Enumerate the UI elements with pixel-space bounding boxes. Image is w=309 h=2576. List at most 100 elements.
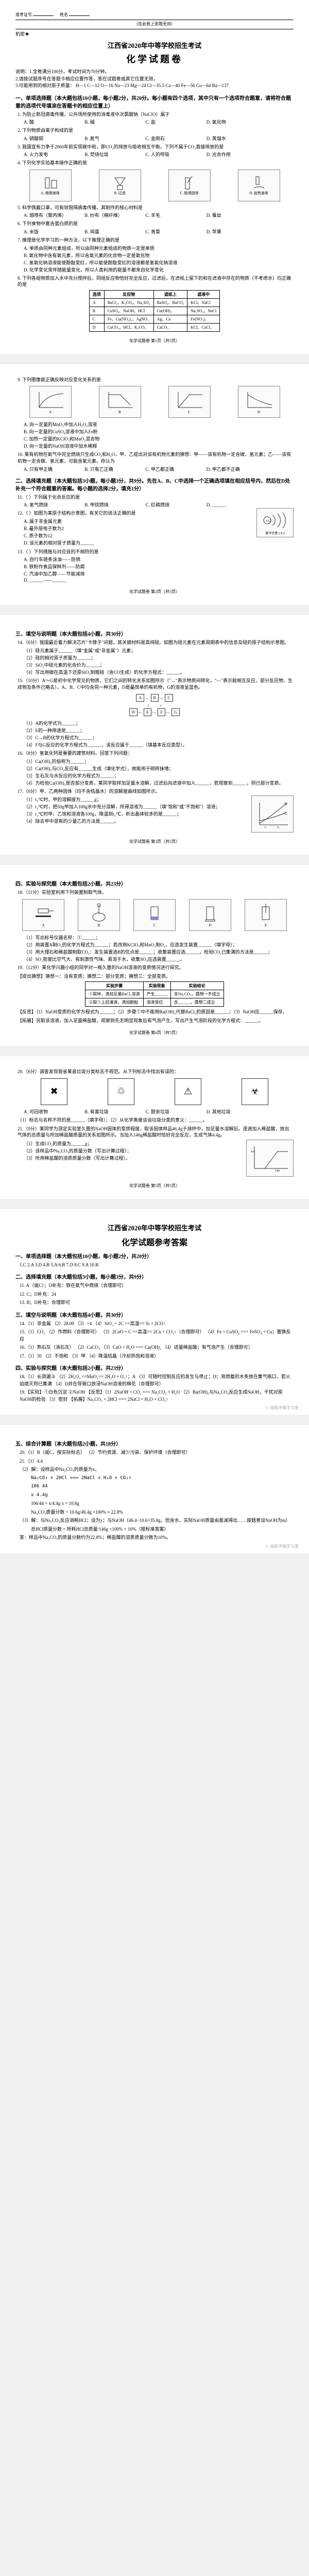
- q6-d: D. 苹果: [207, 228, 263, 235]
- page-2: 9. 下列图像能正确反映对应变化关系的是 A B C D A. 向一定量的MnO…: [0, 364, 309, 605]
- page-4: 四、实验与探究题（本大题包括2小题，共23分） 18.（11分）实验室利用下列装…: [0, 865, 309, 1046]
- q17-3: （3）t₂℃时甲、乙饱和溶液各100g，降温到t₁℃，析出晶体较多的是_____…: [24, 810, 251, 817]
- q9-graphs: A B C D: [15, 386, 294, 418]
- biohazard-icon: ☣: [242, 1078, 268, 1105]
- q12-fig: +12 原子示意 2 8 2: [256, 508, 294, 537]
- ans-21-eq5: Na₂CO₃质量分数 = 10.6g/46.4g ×100% ≈ 22.8%: [31, 1509, 294, 1516]
- q14-3: （3）SiO₂中硅元素的化合价为______；: [24, 662, 294, 668]
- q2-c: C. 金刚石: [146, 135, 202, 142]
- q3-c: C. 人的呼吸: [146, 151, 202, 158]
- q15-3: （3）C→B的化学方程式为______；: [24, 734, 294, 741]
- q9-stem: 9. 下列图像能正确反映对应变化关系的是: [18, 377, 294, 383]
- ans-21-eq4: 106/44 = x/4.4g x = 10.6g: [31, 1500, 294, 1507]
- q7-c: C. 氢氧化钠溶液能使酚酞变红，所以能使酚酞变红的溶液都是氢氧化钠溶液: [24, 259, 294, 266]
- section-2-head: 二、选择填充题（本大题包括3小题，每小题3分，共9分。先在A、B、C中选择一个正…: [15, 477, 294, 492]
- no-answer-note: （在此卷上答题无效）: [15, 21, 294, 27]
- q6-c: C. 青菜: [146, 228, 202, 235]
- q3-a: A. 火力发电: [24, 151, 80, 158]
- ans-21-eq3: x 4.4g: [31, 1492, 294, 1499]
- q17-2: （2）t₂℃时，把50g甲加入100g水中充分溶解，所得溶液为______（填"…: [24, 803, 251, 810]
- q21-3: （3）所用稀盐酸的溶质质量分数（写出计算过程）。: [24, 1155, 246, 1161]
- ans-14: 14.（1）非金属 （2）28.09 （3）+4 （4）SiO₂ + 2C ==…: [20, 1320, 294, 1328]
- app-b: B: [78, 899, 120, 931]
- q14-2: （2）硅的相对原子质量为______；: [24, 654, 294, 661]
- q5-b: B. 纱布（棉纤维）: [84, 212, 141, 218]
- q2-stem: 2. 下列物质由离子构成的是: [18, 127, 294, 134]
- svg-text:+12: +12: [266, 519, 271, 523]
- q9-c: C. 加热一定量的KClO₃和MnO₂混合物: [24, 435, 294, 442]
- q14-1: （1）硅元素属于______（填"金属"或"非金属"）元素；: [24, 647, 294, 654]
- ans-s5: 五、综合计算题（本大题包括2小题，共18分）: [15, 1439, 294, 1447]
- q16-2: （2）Ca(OH)₂与CO₂反应有______生成（填化学式），故能用于砌砖抹墙…: [24, 765, 294, 772]
- q20-a: A. 可回收物: [24, 1108, 80, 1115]
- ans-13: 13. B；D补充：合理即可: [20, 1299, 294, 1307]
- page-1: 准考证号 姓名 （在此卷上答题无效） 机密★ 江西省2020年中等学校招生考试 …: [0, 0, 309, 354]
- q16-3: （3）生石灰与水反应的化学方程式为______；: [24, 772, 294, 779]
- q13-a: A. 自行车链条涂油——防锈: [24, 556, 294, 563]
- q9-a: A. 向一定量的MnO₂中加入H₂O₂溶液: [24, 421, 294, 428]
- ans-21-eq1: Na₂CO₃ + 2HCl === 2NaCl + H₂O + CO₂↑: [31, 1475, 294, 1482]
- q10-b: B. 只有乙正确: [84, 466, 141, 472]
- ans-21-1: 21.（1）4.4: [20, 1458, 294, 1465]
- atomic-values: H—1 C—12 O—16 Na—23 Mg—24 Cl—35.5 Ca—40 …: [76, 83, 229, 88]
- q4-fig-c: C. 取用固体: [168, 170, 211, 201]
- page-5: 20.（6分）调查发现我省某县垃圾分类标志不规范。从下列标志中找出有误的： ✖ …: [0, 1056, 309, 1198]
- watermark: © 海韵冲锋学习室: [266, 1405, 299, 1411]
- q1-b: B. 碱: [84, 118, 141, 125]
- app-c: C: [133, 899, 176, 931]
- q19-ext: 【拓展】另取该溶液，加入足量稀盐酸，观察到先无明显现象后有气泡产生，写出产生气泡…: [18, 1018, 294, 1024]
- section-4-head: 四、实验与探究题（本大题包括2小题，共23分）: [15, 879, 294, 887]
- q4-fig-d: D. 加热液体: [238, 170, 280, 201]
- q15-flow: A→ B→ C ↓ ↓ D— E— F— G: [15, 693, 294, 717]
- q21-2: （2）该样品中Na₂CO₃的质量分数（写出计算过程）；: [24, 1147, 246, 1154]
- q3-b: B. 焚烧垃圾: [84, 151, 141, 158]
- q18-stem: 18.（11分）实验室利用下列装置制取气体。: [18, 889, 294, 896]
- q16-1: （1）Ca(OH)₂的俗称为______；: [24, 758, 294, 765]
- q18-1: （1）写出标号仪器名称：①______；: [24, 934, 294, 941]
- q5-a: A. 熔喷布（聚丙烯）: [24, 212, 80, 218]
- ans-11: 11. A（或C）；D补充：铁在氧气中燃烧（合理即可）: [20, 1282, 294, 1290]
- q12-d: D. 该元素的相对原子质量为______: [24, 539, 256, 546]
- ans-20: 20.（1）B（或C，按实际标志） （2）节约资源、减少污染、保护环境（合理即可…: [20, 1449, 294, 1456]
- ans-s1: 一、单项选择题（本大题包括10小题，每小题2分，共20分）: [15, 1252, 294, 1260]
- table-row: ②取①上层清液，滴加酚酞溶液变红含______，猜想二成立: [85, 998, 224, 1007]
- answer-page-2: 五、综合计算题（本大题包括2小题，共18分） 20.（1）B（或C，按实际标志）…: [0, 1425, 309, 1553]
- q14-4: （4）写出用碳在高温下还原SiO₂制粗硅（含CO生成）的化学方程式：______…: [24, 669, 294, 675]
- field-name: 姓名: [60, 12, 68, 17]
- q10-stem: 10. 某有机物在氧气中完全燃烧只生成CO₂和H₂O，甲、乙提出对该有机物元素的…: [18, 451, 294, 464]
- q2-b: B. 氮气: [84, 135, 141, 142]
- q11-b: B. 甲烷燃烧: [84, 501, 141, 508]
- ans-18: 18.（1）长颈漏斗 （2）2H₂O₂ ==MnO₂== 2H₂O + O₂↑；…: [20, 1374, 294, 1387]
- q6-a: A. 米饭: [24, 228, 80, 235]
- q20-icons: ✖ ♲ ⚠ ☣: [21, 1078, 288, 1105]
- q4-figures: A. 倾倒液体 B. 过滤 C. 取用固体 D. 加热液体: [15, 170, 294, 201]
- ans-17: 17.（1）30 （2）不饱和 （3）甲 （4）降温结晶（冷却热饱和溶液）: [20, 1353, 294, 1360]
- q9-graph-c: C: [168, 386, 211, 418]
- warning-icon: ⚠: [175, 1078, 201, 1105]
- page-footer-5: 化学试题卷 第5页（共5页）: [15, 1183, 294, 1189]
- q12-c: C. 质子数为12: [24, 532, 256, 539]
- table-row: CFe、Cu(NO₃)₂、AgNO₃Ag、CuFe(NO₃)₂: [89, 315, 220, 323]
- q18-2: （2）用装置A制O₂的化学方程式为______；若改用KClO₃和MnO₂制O₂…: [24, 941, 294, 948]
- q17-4: （4）除去甲中混有的少量乙的方法是______。: [24, 818, 251, 824]
- svg-text:t₂: t₂: [278, 826, 280, 828]
- ans-16: 16.（1）熟石灰（消石灰） （2）CaCO₃ （3）CaO + H₂O ===…: [20, 1344, 294, 1351]
- recycle-icon: ✖: [41, 1078, 67, 1105]
- ans-title-line: 江西省2020年中等学校招生考试: [15, 1223, 294, 1232]
- q10-a: A. 只有甲正确: [24, 466, 80, 472]
- q11-a: A. 氢气燃烧: [24, 501, 80, 508]
- q21-1: （1）生成CO₂的质量为______g；: [24, 1140, 246, 1147]
- app-d: D: [189, 899, 231, 931]
- section-1-head: 一、单项选择题（本大题包括10小题，每小题2分，共20分。每小题有四个选项，其中…: [15, 94, 294, 109]
- q20-b: B. 有害垃圾: [84, 1108, 141, 1115]
- answer-page-1: 江西省2020年中等学校招生考试 化学试题参考答案 一、单项选择题（本大题包括1…: [0, 1209, 309, 1415]
- q8-table: 选项反应物滤纸上滤液中 ABaCl₂、K₂CO₃、Na₂SO₄BaSO₄、BaC…: [89, 290, 220, 332]
- q1-d: D. 氧化物: [207, 118, 263, 125]
- svg-text:t₁: t₁: [265, 826, 267, 828]
- q17-stem: 17.（6分）甲、乙两种固体（均不含结晶水）的溶解度曲线如图所示。: [18, 788, 294, 795]
- q9-graph-a: A: [29, 386, 72, 418]
- q14-stem: 14.（6分）我国最近着力解决芯片"卡脖子"问题，其关键材料是高纯硅。如图为硅元…: [18, 639, 294, 646]
- q19-table: 实验步骤实验现象实验结论 ①取样，滴加足量BaCl₂溶液产生______含Na₂…: [85, 981, 224, 1007]
- q9-d: D. 向一定量的NaOH溶液中加水稀释: [24, 443, 294, 449]
- table-row: DCaCO₃、HCl、K₂CO₃CaCO₃KCl、CaCl₂: [89, 323, 220, 331]
